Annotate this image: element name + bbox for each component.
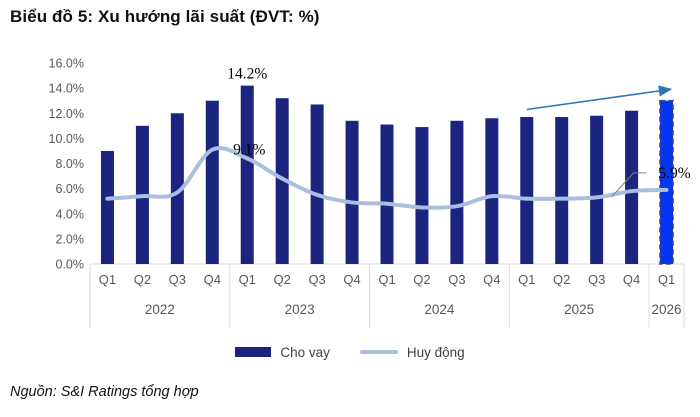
lending-rate-bar (590, 115, 604, 264)
y-tick-label: 16.0% (49, 57, 84, 71)
chart-title: Biểu đồ 5: Xu hướng lãi suất (ĐVT: %) (10, 7, 320, 26)
x-quarter-label: Q4 (343, 272, 360, 287)
legend-label-huy-dong: Huy động (406, 344, 465, 360)
lending-rate-bar (415, 127, 429, 264)
y-tick-label: 4.0% (56, 207, 85, 221)
source-note: Nguồn: S&I Ratings tổng hợp (10, 384, 199, 400)
interest-rate-chart: 16.0% 14.0% 12.0% 10.0% 8.0% 6.0% 4.0% 2.0% 0.0%… (49, 57, 691, 328)
x-quarter-label: Q1 (518, 272, 535, 287)
lending-rate-bar (485, 118, 499, 265)
x-year-label: 2023 (285, 302, 315, 317)
line-series-swatch (359, 350, 398, 354)
trend-arrow (526, 85, 673, 111)
x-quarter-label: Q1 (99, 272, 116, 287)
legend-label-cho-vay: Cho vay (280, 344, 330, 360)
data-label-peak: 14.2% (227, 66, 267, 83)
legend-item-cho-vay: Cho vay (235, 345, 330, 360)
lending-rate-bar (345, 120, 359, 264)
x-quarter-label: Q3 (588, 272, 605, 287)
data-label-deposit-last: 5.9% (658, 165, 690, 182)
x-quarter-label: Q3 (308, 272, 325, 287)
x-quarter-label: Q2 (413, 272, 430, 287)
y-tick-label: 10.0% (49, 132, 84, 146)
lending-rate-bar (205, 100, 219, 264)
deposit-rate-line (105, 145, 669, 210)
x-quarter-label: Q3 (169, 272, 186, 287)
x-quarter-label: Q4 (483, 272, 500, 287)
lending-rate-bar (450, 120, 464, 264)
x-year-label: 2026 (652, 302, 682, 317)
y-tick-label: 12.0% (49, 107, 84, 121)
data-label-deposit-peak: 9.1% (233, 142, 265, 159)
y-tick-label: 0.0% (56, 258, 85, 272)
forecast-bar-q1-2026 (659, 99, 674, 265)
lending-rate-bar (170, 113, 184, 264)
chart-legend: Cho vay Huy động (0, 341, 700, 363)
y-tick-label: 6.0% (56, 182, 85, 196)
callout-leader-line (611, 172, 647, 198)
x-quarter-label: Q4 (204, 272, 221, 287)
legend-item-huy-dong: Huy động (359, 344, 465, 360)
y-tick-label: 8.0% (56, 157, 85, 171)
x-quarter-label: Q2 (134, 272, 151, 287)
x-year-label: 2024 (424, 302, 455, 317)
lending-rate-bar (275, 98, 289, 264)
x-quarter-label: Q4 (623, 272, 640, 287)
lending-rate-bar (100, 150, 114, 264)
x-quarter-label: Q2 (274, 272, 291, 287)
x-quarter-label: Q2 (553, 272, 570, 287)
lending-rate-bar (625, 110, 639, 264)
y-tick-label: 2.0% (56, 232, 85, 246)
x-quarter-label: Q3 (448, 272, 465, 287)
x-year-label: 2022 (145, 302, 175, 317)
x-year-label: 2025 (564, 302, 594, 317)
lending-rate-bar (520, 117, 534, 264)
lending-rate-bar (555, 117, 569, 264)
lending-rate-bar (240, 85, 254, 264)
x-quarter-label: Q1 (658, 272, 675, 287)
x-quarter-label: Q1 (378, 272, 395, 287)
lending-rate-bar (310, 104, 324, 264)
y-tick-label: 14.0% (49, 82, 84, 96)
x-quarter-label: Q1 (239, 272, 256, 287)
bar-series-swatch (235, 347, 272, 357)
lending-rate-bar (380, 124, 394, 265)
